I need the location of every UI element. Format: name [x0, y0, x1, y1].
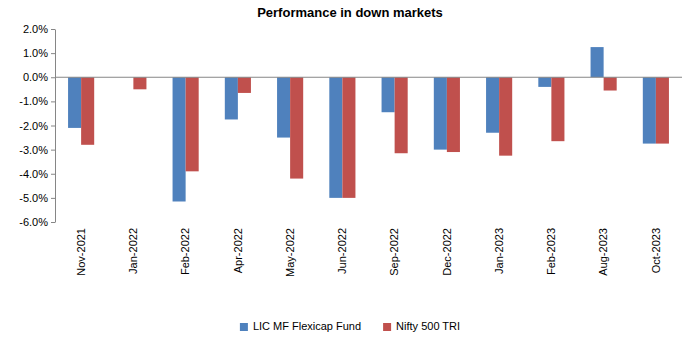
x-tick-label: Jan-2022	[127, 228, 139, 274]
y-axis-line	[55, 30, 56, 223]
legend-label: Nifty 500 TRI	[396, 320, 460, 332]
bar	[395, 77, 408, 153]
y-tick: -3.0%	[19, 144, 55, 156]
bar	[382, 77, 395, 112]
bar	[656, 77, 669, 143]
bar	[486, 77, 499, 132]
x-tick: May-2022	[284, 77, 296, 277]
bar	[133, 77, 146, 89]
x-tick-label: Dec-2022	[441, 228, 453, 276]
legend-label: LIC MF Flexicap Fund	[253, 320, 361, 332]
y-tick-mark	[51, 77, 55, 78]
y-tick-label: 2.0%	[23, 23, 48, 35]
bar	[342, 77, 355, 198]
y-tick-label: -6.0%	[19, 216, 48, 228]
bar	[434, 77, 447, 149]
legend-swatch	[383, 323, 391, 331]
x-axis-line	[55, 77, 682, 78]
y-tick-mark	[51, 198, 55, 199]
y-tick: -4.0%	[19, 168, 55, 180]
y-tick: 1.0%	[23, 47, 55, 59]
x-tick: Jan-2022	[127, 77, 139, 274]
x-tick: Apr-2022	[232, 77, 244, 273]
bar	[290, 77, 303, 178]
x-tick-label: Apr-2022	[232, 228, 244, 273]
y-tick-mark	[51, 53, 55, 54]
legend-swatch	[240, 323, 248, 331]
bar	[643, 77, 656, 143]
legend-item: LIC MF Flexicap Fund	[240, 320, 361, 332]
y-tick-label: 1.0%	[23, 47, 48, 59]
x-tick: Aug-2023	[597, 77, 609, 275]
x-tick: Jun-2022	[336, 77, 348, 274]
bar	[173, 77, 186, 201]
bar	[591, 47, 604, 77]
chart: Performance in down markets -6.0% -5.0% -4.…	[0, 0, 700, 353]
bar	[225, 77, 238, 119]
y-tick-label: 0.0%	[23, 71, 48, 83]
y-tick: -5.0%	[19, 192, 55, 204]
x-tick-label: Aug-2023	[597, 228, 609, 276]
y-tick: 2.0%	[23, 23, 55, 35]
bar	[238, 77, 251, 93]
y-axis: -6.0% -5.0% -4.0% -3.0% -2.0% -1.0% 0.0% 1.0% 2.…	[19, 23, 55, 228]
x-tick-label: May-2022	[284, 228, 296, 277]
x-axis: Nov-2021 Jan-2022 Feb-2022 Apr-2022 May-2022…	[55, 77, 682, 277]
x-tick-label: Feb-2023	[545, 228, 557, 275]
y-tick-mark	[51, 150, 55, 151]
x-tick-label: Feb-2022	[179, 228, 191, 275]
y-tick-label: -1.0%	[19, 95, 48, 107]
bar	[81, 77, 94, 145]
legend-item: Nifty 500 TRI	[383, 320, 460, 332]
bar	[68, 77, 81, 128]
x-tick-label: Jan-2023	[493, 228, 505, 274]
x-tick: Dec-2022	[441, 77, 453, 275]
bar	[551, 77, 564, 141]
x-tick: Nov-2021	[75, 77, 87, 275]
y-tick-label: -5.0%	[19, 192, 48, 204]
x-tick-label: Sep-2022	[388, 228, 400, 276]
x-tick: Oct-2023	[650, 77, 662, 273]
bar	[447, 77, 460, 152]
y-tick-mark	[51, 29, 55, 30]
bar	[499, 77, 512, 155]
x-tick: Sep-2022	[388, 77, 400, 275]
x-tick-label: Jun-2022	[336, 228, 348, 274]
x-tick: Jan-2023	[493, 77, 505, 274]
x-tick: Feb-2023	[545, 77, 557, 275]
bar	[277, 77, 290, 137]
bar	[329, 77, 342, 198]
bar	[604, 77, 617, 90]
y-tick-label: -4.0%	[19, 168, 48, 180]
y-tick-mark	[51, 126, 55, 127]
x-tick-label: Oct-2023	[650, 228, 662, 273]
y-tick-mark	[51, 222, 55, 223]
y-tick: -6.0%	[19, 216, 55, 228]
y-tick: -2.0%	[19, 120, 55, 132]
y-tick-label: -3.0%	[19, 144, 48, 156]
bars	[68, 47, 669, 201]
y-tick-mark	[51, 174, 55, 175]
bar	[538, 77, 551, 87]
y-tick-mark	[51, 101, 55, 102]
legend: LIC MF Flexicap Fund Nifty 500 TRI	[240, 320, 460, 332]
y-tick: -1.0%	[19, 95, 55, 107]
bar	[186, 77, 199, 171]
x-tick-label: Nov-2021	[75, 228, 87, 276]
y-tick-label: -2.0%	[19, 120, 48, 132]
y-tick: 0.0%	[23, 71, 55, 83]
x-tick: Feb-2022	[179, 77, 191, 275]
title: Performance in down markets	[257, 5, 443, 20]
